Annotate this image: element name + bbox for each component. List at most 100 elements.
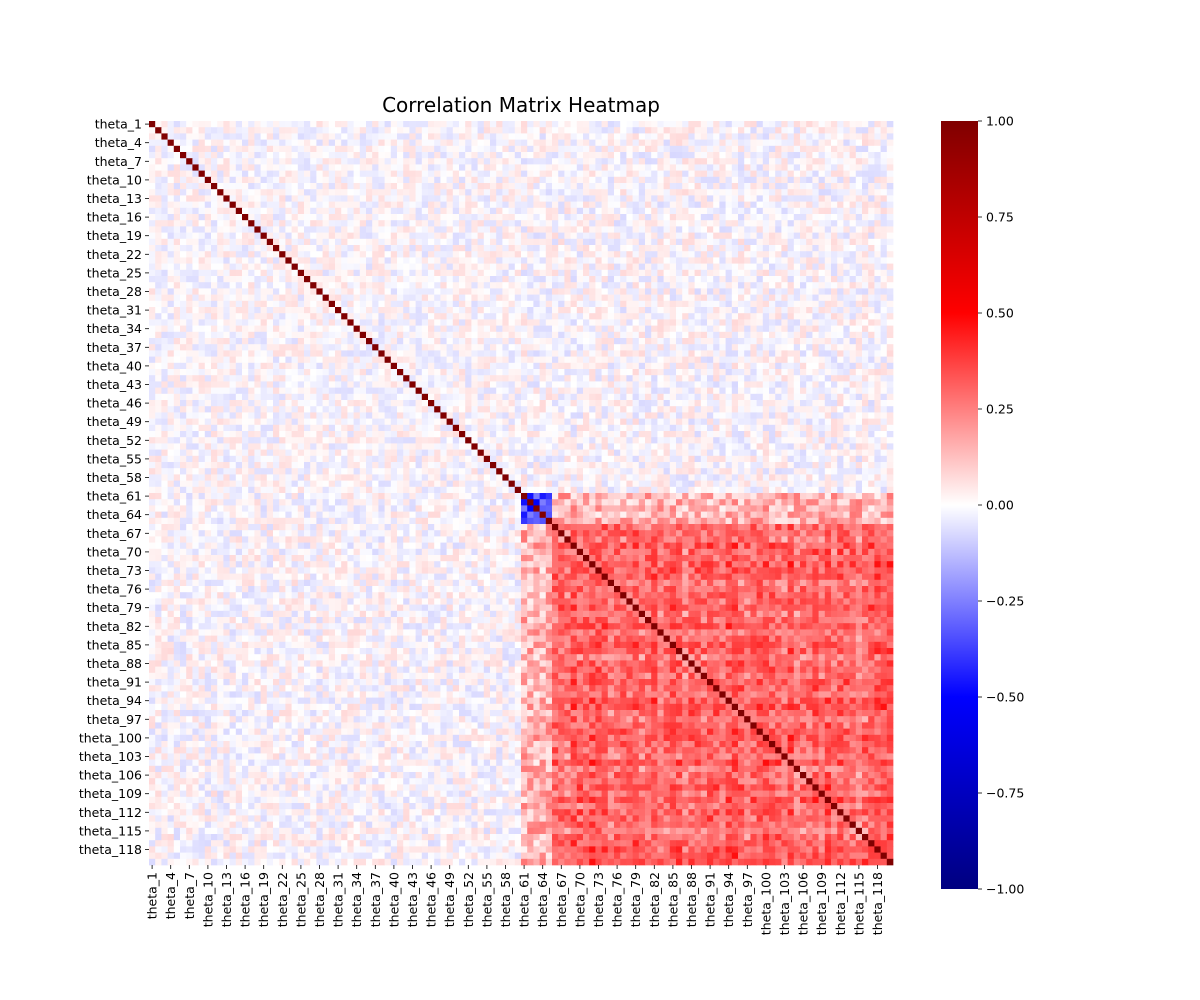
heatmap-cell — [254, 176, 261, 184]
heatmap-cell — [198, 331, 206, 339]
heatmap-cell — [645, 152, 652, 159]
heatmap-cell — [328, 257, 336, 264]
heatmap-cell — [533, 269, 540, 277]
heatmap-cell — [738, 288, 745, 295]
heatmap-cell — [855, 220, 863, 227]
heatmap-cell — [285, 350, 292, 357]
heatmap-cell — [676, 226, 683, 233]
heatmap-cell — [155, 331, 162, 339]
heatmap-cell — [192, 344, 199, 351]
heatmap-cell — [155, 251, 162, 258]
heatmap-cell — [769, 369, 776, 376]
heatmap-cell — [880, 183, 888, 190]
heatmap-cell — [762, 152, 770, 159]
heatmap-cell — [781, 139, 788, 147]
heatmap-cell — [452, 331, 460, 339]
heatmap-cell — [539, 133, 547, 140]
heatmap-cell — [713, 189, 720, 196]
heatmap-cell — [601, 356, 609, 364]
heatmap-cell — [527, 127, 534, 134]
heatmap-cell — [490, 319, 497, 326]
heatmap-cell — [223, 294, 230, 302]
heatmap-cell — [874, 257, 881, 264]
heatmap-cell — [304, 238, 311, 246]
chart-title: Correlation Matrix Heatmap — [382, 93, 660, 117]
heatmap-cell — [421, 201, 429, 209]
heatmap-cell — [787, 294, 795, 302]
heatmap-cell — [576, 226, 584, 233]
heatmap-cell — [533, 369, 540, 376]
heatmap-cell — [217, 282, 224, 289]
heatmap-cell — [397, 331, 404, 339]
heatmap-cell — [812, 251, 819, 258]
heatmap-cell — [266, 121, 274, 128]
heatmap-cell — [744, 369, 751, 376]
heatmap-cell — [880, 133, 888, 140]
heatmap-cell — [781, 325, 788, 333]
heatmap-cell — [824, 369, 832, 376]
heatmap-cell — [390, 220, 398, 227]
heatmap-cell — [341, 362, 348, 370]
heatmap-cell — [769, 362, 776, 370]
heatmap-cell — [589, 362, 596, 370]
heatmap-cell — [886, 325, 894, 333]
heatmap-cell — [558, 226, 565, 233]
heatmap-cell — [198, 356, 206, 364]
heatmap-cell — [180, 319, 187, 326]
heatmap-cell — [527, 164, 534, 171]
heatmap-cell — [254, 245, 261, 252]
heatmap-cell — [266, 307, 274, 314]
heatmap-cell — [719, 356, 726, 364]
heatmap-cell — [607, 307, 615, 314]
heatmap-cell — [273, 164, 280, 171]
heatmap-cell — [304, 170, 311, 178]
heatmap-cell — [558, 313, 565, 320]
heatmap-cell — [762, 356, 770, 364]
heatmap-cell — [837, 294, 844, 302]
heatmap-cell — [614, 220, 621, 227]
heatmap-cell — [781, 189, 788, 196]
heatmap-cell — [620, 325, 627, 333]
heatmap-cell — [818, 183, 826, 190]
heatmap-cell — [880, 176, 888, 184]
heatmap-cell — [415, 170, 423, 178]
heatmap-cell — [428, 121, 435, 128]
heatmap-cell — [229, 170, 237, 178]
heatmap-cell — [614, 183, 621, 190]
heatmap-cell — [310, 127, 317, 134]
heatmap-cell — [273, 139, 280, 147]
heatmap-cell — [800, 201, 807, 209]
heatmap-cell — [198, 201, 206, 209]
heatmap-cell — [428, 207, 435, 215]
heatmap-cell — [180, 338, 187, 345]
heatmap-cell — [242, 139, 249, 147]
heatmap-cell — [849, 133, 857, 140]
heatmap-cell — [552, 338, 559, 345]
heatmap-cell — [676, 145, 683, 153]
heatmap-cell — [254, 263, 261, 271]
heatmap-cell — [465, 139, 472, 147]
heatmap-cell — [459, 189, 466, 196]
heatmap-cell — [855, 269, 863, 277]
heatmap-cell — [874, 350, 881, 357]
heatmap-cell — [496, 350, 503, 357]
heatmap-cell — [713, 214, 720, 221]
heatmap-cell — [843, 214, 850, 221]
heatmap-cell — [235, 127, 243, 134]
heatmap-cell — [186, 263, 193, 271]
heatmap-cell — [316, 183, 323, 190]
heatmap-cell — [806, 207, 813, 215]
heatmap-cell — [731, 325, 739, 333]
heatmap-cell — [167, 139, 175, 147]
heatmap-cell — [440, 331, 447, 339]
heatmap-cell — [713, 331, 720, 339]
heatmap-cell — [694, 269, 702, 277]
heatmap-cell — [521, 158, 528, 165]
heatmap-cell — [564, 232, 571, 240]
heatmap-cell — [490, 133, 497, 140]
heatmap-cell — [335, 121, 342, 128]
heatmap-cell — [762, 313, 770, 320]
heatmap-cell — [868, 269, 875, 277]
heatmap-cell — [446, 276, 454, 283]
heatmap-cell — [198, 214, 206, 221]
